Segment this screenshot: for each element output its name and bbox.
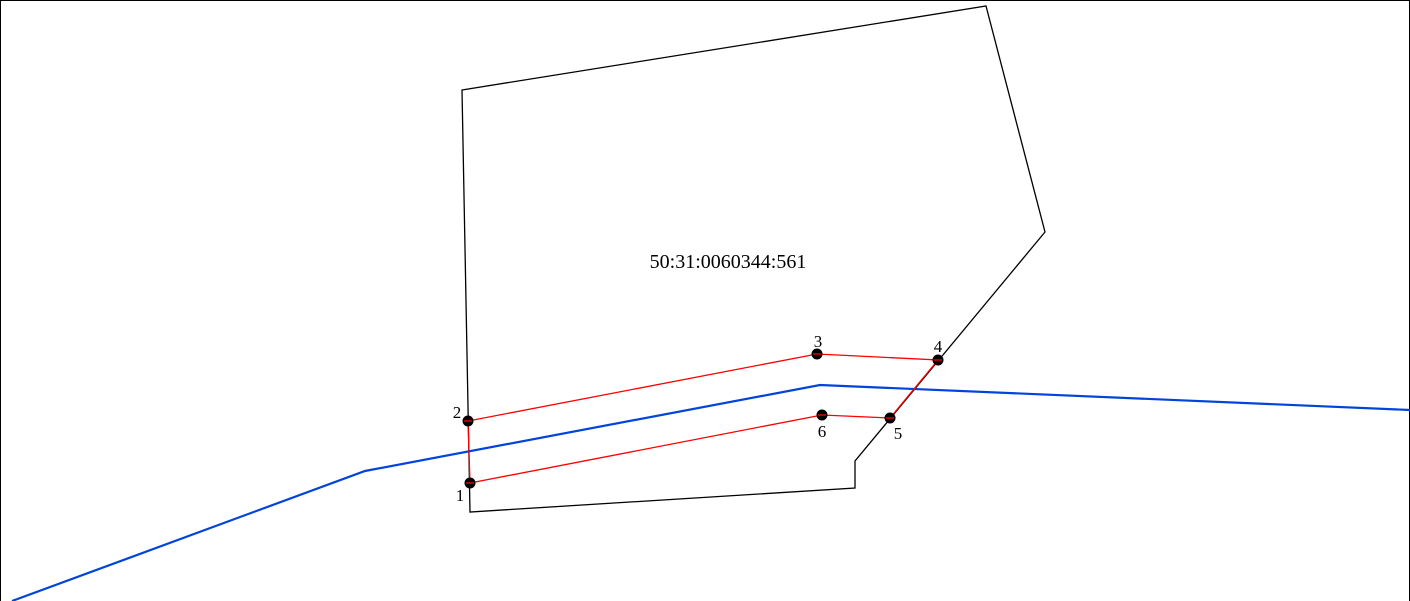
point-1-label: 1 [456, 486, 465, 505]
zone-outline [467, 353, 940, 484]
point-3-label: 3 [814, 332, 823, 351]
point-6-label: 6 [818, 422, 827, 441]
point-4-label: 4 [934, 337, 943, 356]
point-2: 2 [453, 403, 474, 427]
point-3: 3 [811, 332, 823, 360]
point-6: 6 [816, 409, 828, 441]
point-1: 1 [456, 477, 476, 505]
point-5: 5 [884, 412, 903, 443]
parcel-outline [461, 5, 1046, 513]
point-5-label: 5 [894, 424, 903, 443]
blue-boundary-line [11, 383, 1410, 601]
point-2-label: 2 [453, 403, 462, 422]
point-4: 4 [932, 337, 944, 366]
parcel-cadastral-number: 50:31:0060344:561 [650, 251, 807, 273]
